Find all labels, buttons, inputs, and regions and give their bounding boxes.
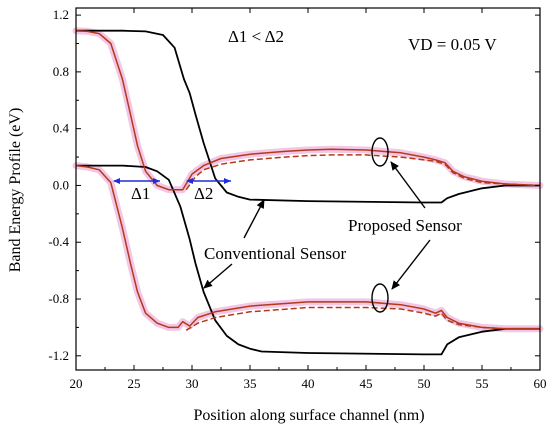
proposed-series-3-dashed — [185, 154, 541, 191]
proposed-arrow-lower — [391, 239, 431, 290]
x-tick-label: 30 — [186, 376, 199, 391]
proposed-series-4-solid — [75, 164, 540, 330]
y-axis-title: Band Energy Profile (eV) — [7, 108, 24, 273]
x-tick-label: 25 — [128, 376, 141, 391]
x-tick-label: 35 — [244, 376, 257, 391]
y-tick-label: 0.8 — [53, 64, 69, 79]
proposed-arrow-upper — [390, 161, 426, 209]
x-tick-label: 50 — [418, 376, 431, 391]
proposed-sensor-label: Proposed Sensor — [348, 216, 462, 235]
y-tick-label: 0.0 — [53, 177, 69, 192]
upper-band-marker-ellipse — [371, 137, 389, 167]
conventional-series-0-solid — [76, 29, 540, 204]
lower-band-marker-ellipse — [371, 283, 389, 313]
x-tick-label: 40 — [302, 376, 315, 391]
series-layer — [75, 29, 541, 356]
y-tick-label: -1.2 — [48, 348, 69, 363]
x-axis-title: Position along surface channel (nm) — [193, 407, 424, 424]
delta2-label: Δ2 — [194, 184, 213, 203]
proposed-series-5-dashed — [185, 306, 540, 331]
x-tick-label: 20 — [70, 376, 83, 391]
conventional-sensor-label: Conventional Sensor — [204, 244, 346, 263]
delta1-label: Δ1 — [131, 184, 150, 203]
y-tick-label: 0.4 — [53, 121, 70, 136]
x-tick-label: 55 — [476, 376, 489, 391]
series-2-highlight — [72, 27, 544, 194]
proposed-series-2-solid — [75, 29, 541, 191]
delta-relation-label: Δ1 < Δ2 — [228, 27, 284, 46]
y-tick-label: -0.8 — [48, 291, 69, 306]
conventional-series-1-solid — [76, 164, 540, 356]
conventional-arrow-lower — [203, 263, 233, 289]
y-tick-label: -0.4 — [48, 234, 69, 249]
drain-voltage-label: VD = 0.05 V — [408, 35, 497, 54]
axis-ticks: 20 25 30 35 40 45 50 55 60 1.2 0.8 0.4 0.0 -0.4 -0.8 -1… — [48, 7, 546, 391]
x-tick-label: 60 — [534, 376, 547, 391]
x-tick-label: 45 — [360, 376, 373, 391]
y-tick-label: 1.2 — [53, 7, 69, 22]
conventional-arrow-upper — [243, 199, 265, 239]
